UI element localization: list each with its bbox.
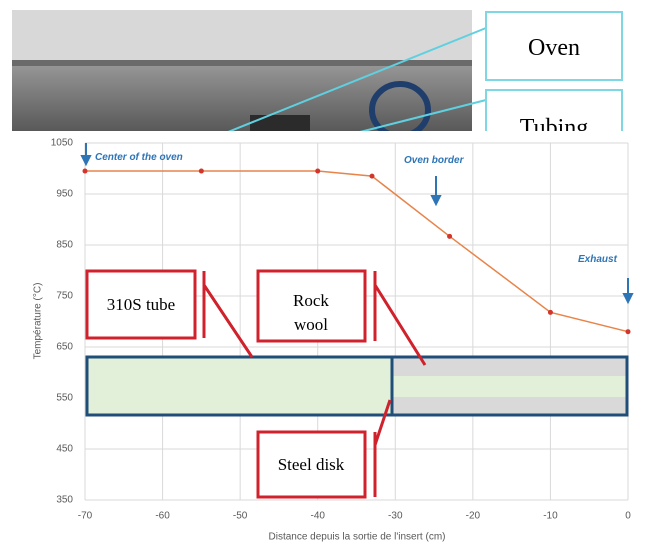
photo-device [250,115,310,131]
tube-inner [392,376,627,397]
x-tick-label: -50 [233,511,248,522]
x-tick-label: -30 [388,511,403,522]
y-tick-label: 450 [56,444,73,455]
annotation: Center of the oven [95,152,183,163]
callouts [85,269,427,499]
data-point [82,168,88,174]
x-tick-label: -60 [155,511,170,522]
arrows [80,143,634,305]
y-tick-label: 1050 [51,138,74,149]
photo-pointer [359,99,487,133]
photo-shelf [12,10,472,60]
y-tick-label: 650 [56,342,73,353]
callout-label: Steel disk [278,455,345,474]
callout-line [373,284,427,366]
label-box [485,11,623,81]
x-tick-label: -10 [543,511,558,522]
annotation: Oven border [404,155,465,166]
photo-edge [12,60,472,66]
x-tick-label: -20 [466,511,481,522]
photo-pointer [227,27,487,133]
photo-label: Oven [528,35,580,61]
x-tick-label: -70 [78,511,93,522]
annotation: Exhaust [578,254,618,265]
callout-label: 310S tube [107,295,175,314]
callout-box [256,430,367,499]
tube [87,357,392,415]
data-point [625,329,631,335]
data-point [315,168,321,174]
x-axis-label: Distance depuis la sortie de l'insert (c… [269,532,446,543]
callout-box [85,269,197,340]
y-tick-label: 950 [56,189,73,200]
y-tick-label: 550 [56,393,73,404]
tube-outline [85,355,629,417]
callout-label: Rock wool [293,291,329,334]
data-point [547,309,553,315]
callout-line [373,399,392,446]
x-tick-label: 0 [625,511,631,522]
y-tick-label: 850 [56,240,73,251]
y-tick-label: 350 [56,495,73,506]
data-point [198,168,204,174]
x-tick-label: -40 [310,511,325,522]
y-tick-label: 750 [56,291,73,302]
data-point [447,233,453,239]
data-point [369,173,375,179]
y-axis-label: Température (°C) [33,283,44,360]
callout-box [256,269,367,343]
callout-line [202,284,254,358]
